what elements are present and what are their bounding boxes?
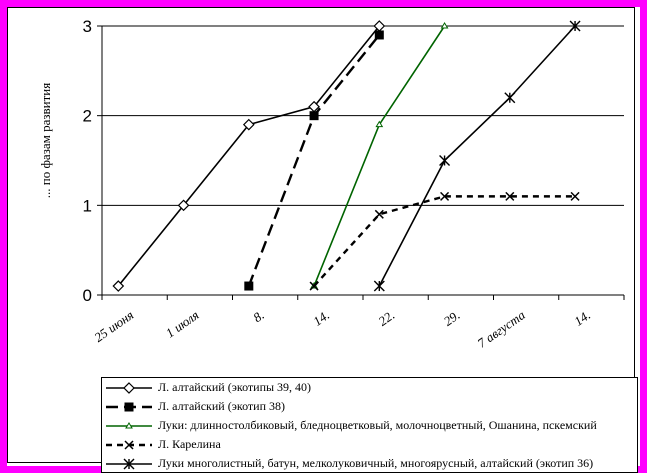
line-chart: 0 1 2 3 25 июня 1 июля 8. 14. 22. 29. 7 августа 14.… — [38, 17, 625, 351]
legend: Л. алтайский (экотипы 39, 40) Л. алтайск… — [101, 377, 638, 473]
data-point — [375, 120, 384, 128]
legend-label: Луки: длинностолбиковый, бледноцветковый… — [158, 418, 597, 432]
legend-label: Л. алтайский (экотипы 39, 40) — [158, 380, 312, 394]
series-line — [378, 25, 576, 287]
marker-stroke — [505, 191, 515, 201]
data-point — [123, 382, 135, 394]
series-1 — [244, 30, 384, 291]
x-tick-label: 29. — [441, 307, 463, 329]
data-point — [440, 22, 449, 29]
y-tick-label: 1 — [83, 196, 92, 215]
series-0 — [112, 20, 386, 292]
data-point — [125, 422, 133, 429]
marker-stroke — [440, 191, 450, 201]
data-point — [124, 402, 134, 412]
legend-key-icon — [106, 440, 152, 450]
legend-item: Л. Карелина — [102, 436, 637, 454]
data-point — [309, 111, 319, 121]
x-tick-label: 14. — [310, 307, 332, 329]
series-line — [117, 25, 380, 287]
legend-key-icon — [106, 458, 152, 470]
x-tick-label: 25 июня — [91, 307, 136, 345]
y-tick-label: 0 — [83, 286, 92, 305]
data-point — [440, 191, 450, 201]
marker-stroke — [309, 281, 319, 291]
legend-item: Луки: длинностолбиковый, бледноцветковый… — [102, 417, 637, 435]
data-point — [123, 458, 135, 470]
y-tick-label: 3 — [83, 17, 92, 36]
data-point — [112, 280, 125, 292]
data-point — [244, 281, 254, 291]
data-point — [569, 20, 581, 32]
data-point — [177, 199, 190, 212]
data-point — [373, 280, 385, 292]
legend-key-icon — [106, 382, 152, 394]
chart-area: 0 1 2 3 25 июня 1 июля 8. 14. 22. 29. 7 августа 14.… — [7, 7, 638, 473]
data-point — [374, 209, 384, 219]
data-point — [242, 118, 255, 131]
legend-item: Л. алтайский (экотип 38) — [102, 398, 637, 416]
marker-stroke — [124, 440, 134, 450]
y-axis-title: ... по фазам развития — [38, 83, 53, 198]
x-tick-label: 22. — [375, 307, 397, 329]
legend-label: Л. алтайский (экотип 38) — [158, 399, 285, 413]
marker-stroke — [570, 191, 580, 201]
x-tick-label: 14. — [571, 307, 593, 329]
legend-label: Л. Карелина — [158, 437, 221, 451]
data-point — [374, 30, 384, 40]
data-point — [505, 191, 515, 201]
x-tick-label: 8. — [250, 307, 267, 325]
x-tick-label: 1 июля — [163, 307, 202, 340]
data-point — [504, 92, 516, 104]
data-point — [309, 281, 319, 291]
series-line — [313, 25, 446, 287]
legend-item: Л. алтайский (экотипы 39, 40) — [102, 379, 637, 397]
marker-stroke — [374, 209, 384, 219]
legend-item: Луки многолистный, батун, мелколуковичны… — [102, 455, 637, 473]
legend-key-icon — [106, 422, 152, 429]
series-3 — [309, 191, 580, 291]
data-point — [570, 191, 580, 201]
legend-label: Луки многолистный, батун, мелколуковичны… — [158, 456, 594, 470]
series-line — [247, 34, 381, 287]
series-4 — [373, 20, 581, 292]
x-tick-label: 7 августа — [475, 307, 529, 351]
legend-key-icon — [106, 402, 152, 412]
y-tick-label: 2 — [83, 107, 92, 126]
series-line — [313, 195, 576, 287]
series-2 — [310, 22, 449, 289]
data-point — [124, 440, 134, 450]
data-point — [439, 155, 451, 166]
